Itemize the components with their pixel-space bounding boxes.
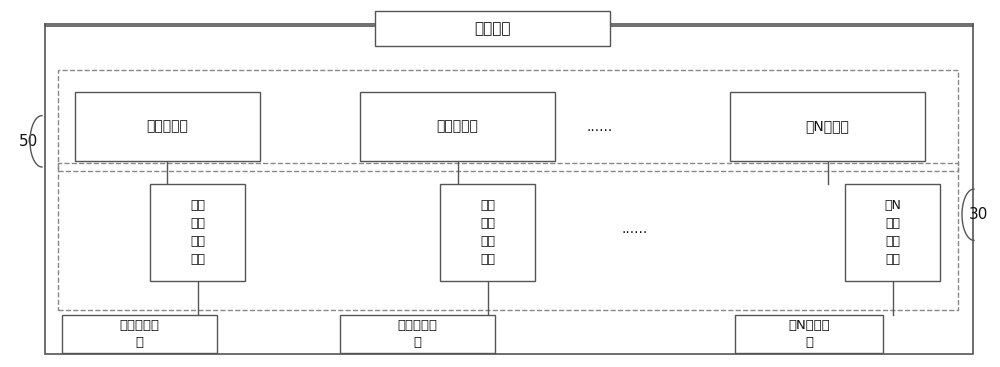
Text: ......: ......	[587, 120, 613, 134]
Text: 第二
充电
保护
模块: 第二 充电 保护 模块	[480, 199, 495, 266]
Text: 第N串电池: 第N串电池	[806, 120, 849, 134]
Bar	[75, 92, 260, 161]
Bar	[45, 26, 973, 354]
Text: 外部电源: 外部电源	[474, 21, 511, 36]
Text: ......: ......	[622, 222, 648, 236]
Text: 第二开关模
块: 第二开关模 块	[398, 319, 438, 349]
Text: 第二串电池: 第二串电池	[437, 120, 478, 134]
Text: 30: 30	[968, 207, 988, 222]
Bar	[735, 315, 883, 353]
Bar	[730, 92, 925, 161]
Bar	[62, 315, 217, 353]
Bar	[440, 184, 535, 281]
Text: 第一串电池: 第一串电池	[147, 120, 188, 134]
Bar	[360, 92, 555, 161]
Bar	[58, 163, 958, 310]
Bar	[375, 11, 610, 46]
Text: 第一
充电
保护
模块: 第一 充电 保护 模块	[190, 199, 205, 266]
Text: 50: 50	[18, 134, 38, 149]
Text: 第N开关模
块: 第N开关模 块	[788, 319, 830, 349]
Text: 第N
充电
保护
模块: 第N 充电 保护 模块	[884, 199, 901, 266]
Bar	[845, 184, 940, 281]
Bar	[340, 315, 495, 353]
Bar	[150, 184, 245, 281]
Bar	[58, 70, 958, 171]
Text: 第一开关模
块: 第一开关模 块	[120, 319, 160, 349]
